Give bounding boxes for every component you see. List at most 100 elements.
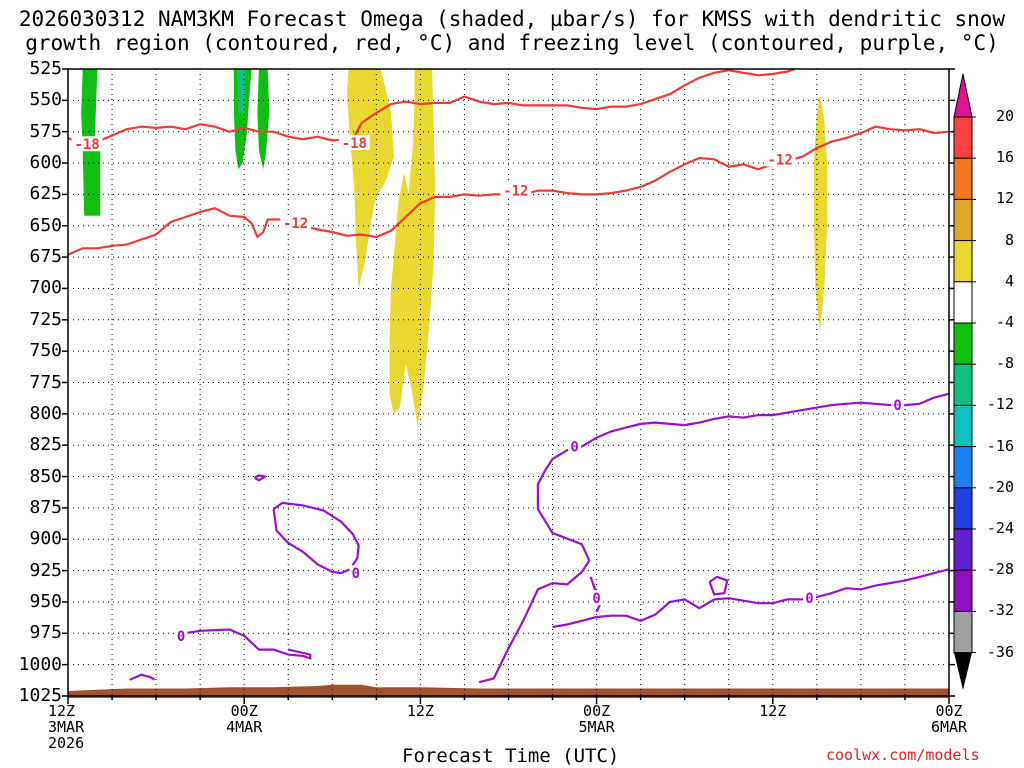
freezing-contour-4 (175, 628, 312, 660)
colorbar-bottom-arrow (954, 652, 972, 690)
colorbar-swatch-5 (953, 322, 973, 365)
xtick-label-12-0: 00Z (230, 702, 258, 720)
dgz-label-2: -12 (283, 216, 308, 232)
title-line-1: 2026030312 NAM3KM Forecast Omega (shaded… (18, 7, 1006, 31)
dgz-label-4-bg (764, 151, 796, 167)
freezing-label-3-bg (803, 590, 817, 606)
freezing-label-1-bg (568, 438, 582, 454)
omega-shade-4 (347, 69, 394, 289)
freezing-contour-8 (708, 575, 729, 596)
xtick-label-36-0: 00Z (583, 702, 611, 720)
colorbar-label-1: 16 (995, 148, 1014, 167)
ytick-label-950: 950 (29, 590, 62, 612)
dgz-label-1-bg (338, 134, 370, 150)
dgz-label-3: -12 (503, 184, 528, 200)
colorbar-label-4: 4 (1004, 271, 1014, 290)
colorbar-label-9: -20 (986, 477, 1014, 496)
colorbar-swatch-7 (953, 404, 973, 448)
xtick-label-0-0: 12Z (48, 702, 76, 720)
dgz-label-1: -18 (342, 136, 367, 152)
colorbar-label-7: -12 (986, 395, 1014, 414)
ytick-label-525: 525 (29, 58, 62, 79)
ytick-label-600: 600 (29, 152, 62, 174)
colorbar-swatch-0 (953, 116, 973, 159)
ytick-label-625: 625 (29, 183, 62, 205)
ytick-label-1000: 1000 (18, 653, 62, 675)
xtick-label-0-1: 3MAR (48, 718, 85, 736)
ytick-label-775: 775 (29, 371, 62, 393)
freezing-label-3: 0 (805, 591, 813, 607)
dgz-label-3-bg (500, 182, 532, 198)
freezing-label-2-bg (590, 590, 604, 606)
colorbar-swatch-6 (953, 363, 973, 406)
xtick-label-60-0: 00Z (935, 702, 963, 720)
ytick-label-975: 975 (29, 622, 62, 644)
colorbar-swatch-9 (953, 487, 973, 530)
colorbar-label-8: -16 (986, 436, 1014, 455)
xtick-label-0-2: 2026 (48, 734, 85, 752)
dgz-label-0: -18 (74, 137, 99, 153)
omega-shade-3 (257, 69, 270, 170)
freezing-label-0: 0 (893, 398, 901, 414)
ytick-label-800: 800 (29, 402, 62, 424)
credit-link[interactable]: coolwx.com/models (826, 746, 980, 764)
freezing-contour-9 (129, 673, 156, 681)
ytick-label-1025: 1025 (18, 685, 62, 706)
ytick-label-750: 750 (29, 340, 62, 362)
colorbar-label-0: 20 (995, 107, 1014, 125)
colorbar-swatch-2 (953, 198, 973, 242)
freezing-contour-6 (272, 501, 360, 575)
colorbar-swatch-8 (953, 446, 973, 489)
freezing-contour-2 (552, 568, 950, 629)
omega-shade-6 (813, 94, 828, 333)
colorbar-label-3: 8 (1004, 230, 1014, 249)
xtick-label-24-0: 12Z (406, 702, 434, 720)
colorbar-label-5: -4 (995, 313, 1014, 331)
freezing-label-1: 0 (570, 439, 578, 455)
omega-shade-2 (236, 69, 246, 113)
x-axis-label: Forecast Time (UTC) (402, 745, 620, 767)
ytick-label-900: 900 (29, 528, 62, 550)
colorbar-label-12: -32 (986, 601, 1014, 620)
freezing-label-5: 0 (352, 566, 360, 582)
dgz-label-2-bg (280, 215, 312, 231)
ytick-label-825: 825 (29, 434, 62, 456)
freezing-label-2: 0 (592, 591, 600, 607)
colorbar-swatch-3 (953, 240, 973, 283)
colorbar-label-10: -24 (986, 519, 1014, 537)
freezing-label-4-bg (174, 627, 188, 643)
xtick-label-60-1: 6MAR (930, 718, 968, 736)
omega-shade-5 (389, 69, 436, 427)
freezing-label-0-bg (891, 397, 905, 413)
colorbar-swatch-10 (953, 528, 973, 571)
freezing-label-4: 0 (177, 629, 185, 645)
ytick-label-725: 725 (29, 308, 62, 330)
title-line-2: growth region (contoured, red, °C) and f… (25, 31, 999, 55)
ytick-label-700: 700 (29, 277, 62, 299)
ytick-label-925: 925 (29, 559, 62, 581)
ytick-label-875: 875 (29, 496, 62, 518)
ytick-label-675: 675 (29, 246, 62, 268)
colorbar-swatch-4 (953, 281, 973, 324)
colorbar-label-13: -36 (986, 642, 1014, 661)
dgz-contour-0 (67, 67, 796, 146)
colorbar-label-6: -8 (995, 354, 1014, 373)
colorbar-top-arrow (953, 73, 973, 118)
xtick-label-12-1: 4MAR (226, 718, 263, 736)
dgz-label-0-bg (71, 136, 103, 152)
colorbar-swatch-12 (953, 610, 973, 654)
ytick-label-850: 850 (29, 465, 62, 487)
ytick-label-575: 575 (29, 120, 62, 142)
freezing-label-5-bg (349, 565, 363, 581)
ytick-label-550: 550 (29, 89, 62, 111)
colorbar-swatch-1 (953, 157, 973, 200)
colorbar-swatch-11 (953, 569, 973, 612)
ytick-label-650: 650 (29, 214, 62, 236)
freezing-contour-5 (253, 474, 268, 482)
dgz-label-4: -12 (767, 152, 792, 168)
freezing-contour-0 (478, 392, 950, 684)
colorbar-label-2: 12 (995, 189, 1014, 208)
xtick-label-36-1: 5MAR (578, 718, 615, 736)
colorbar-label-11: -28 (986, 560, 1014, 579)
